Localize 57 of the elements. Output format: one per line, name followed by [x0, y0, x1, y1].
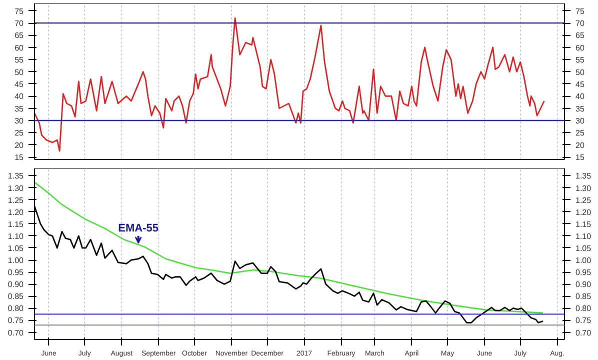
y2-tick-label: 25	[576, 128, 585, 138]
y-tick-label: 15	[14, 153, 24, 162]
y2-tick-label: 0.90	[576, 280, 592, 290]
y2-tick-label: 1.30	[576, 184, 592, 193]
y2-tick-label: 30	[576, 116, 585, 126]
y2-tick-label: 45	[576, 80, 585, 89]
y-tick-label: 55	[14, 56, 24, 65]
y2-tick-label: 0.95	[576, 268, 592, 278]
y2-tick-label: 1.00	[576, 256, 592, 266]
y-tick-label: 0.70	[8, 328, 24, 338]
y2-tick-label: 1.10	[576, 232, 592, 241]
y-tick-label: 45	[14, 80, 24, 89]
y-tick-label: 75	[14, 6, 24, 16]
annotation: EMA-55	[118, 222, 159, 235]
y2-tick-label: 20	[576, 140, 585, 150]
y2-tick-label: 40	[576, 92, 585, 102]
y2-tick-label: 0.70	[576, 328, 592, 338]
y2-tick-label: 0.80	[576, 304, 592, 314]
y-tick-label: 1.25	[8, 196, 24, 205]
y2-tick-label: 0.85	[576, 292, 592, 302]
y2-tick-label: 55	[576, 56, 585, 65]
y-tick-label: 1.20	[8, 208, 24, 217]
y-tick-label: 0.90	[8, 280, 24, 290]
y2-tick-label: 0.75	[576, 316, 592, 326]
y-tick-label: 1.00	[8, 256, 24, 266]
y-tick-label: 35	[14, 104, 24, 114]
y2-tick-label: 50	[576, 68, 585, 77]
y-tick-label: 60	[14, 43, 24, 52]
y-tick-label: 70	[14, 19, 24, 28]
y2-tick-label: 60	[576, 43, 585, 52]
y-tick-label: 1.05	[8, 244, 24, 253]
y2-tick-label: 75	[576, 6, 585, 16]
y-tick-label: 1.15	[8, 220, 24, 229]
y-tick-label: 30	[14, 116, 24, 126]
y-tick-label: 1.30	[8, 184, 24, 193]
y2-tick-label: 1.15	[576, 220, 592, 229]
y-tick-label: 1.35	[8, 172, 24, 181]
y-tick-label: 0.95	[8, 268, 24, 278]
y-tick-label: 1.10	[8, 232, 24, 241]
line-series	[34, 182, 544, 314]
line-series	[34, 17, 545, 152]
y2-tick-label: 70	[576, 19, 585, 28]
y-tick-label: 65	[14, 31, 24, 40]
y2-tick-label: 1.05	[576, 244, 592, 253]
y2-tick-label: 65	[576, 31, 585, 40]
y2-tick-label: 1.25	[576, 196, 592, 205]
y-tick-label: 20	[14, 140, 24, 150]
y2-tick-label: 1.20	[576, 208, 592, 217]
y-tick-label: 0.75	[8, 316, 24, 326]
y-tick-label: 0.80	[8, 304, 24, 314]
y2-tick-label: 1.35	[576, 172, 592, 181]
y-tick-label: 0.85	[8, 292, 24, 302]
y-tick-label: 25	[14, 128, 24, 138]
y2-tick-label: 15	[576, 153, 585, 162]
y-tick-label: 50	[14, 68, 24, 77]
y2-tick-label: 35	[576, 104, 585, 114]
y-tick-label: 40	[14, 92, 24, 102]
